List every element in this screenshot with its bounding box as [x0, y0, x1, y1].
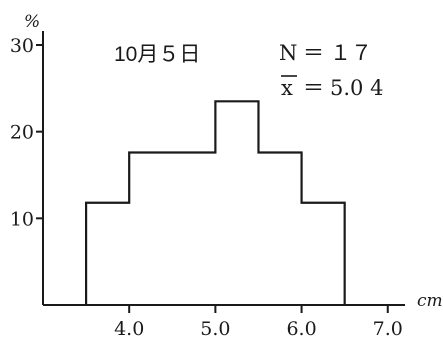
histogram-outline — [84, 100, 346, 305]
y-ticks: 10 20 30 — [10, 35, 43, 230]
y-tick-label-20: 20 — [10, 122, 34, 144]
y-tick-label-30: 30 — [10, 35, 34, 57]
histogram-bar-5 — [258, 152, 301, 305]
histogram-bar-2 — [129, 152, 172, 305]
histogram-bar-1 — [86, 203, 129, 305]
date-annotation: 10月５日 — [114, 43, 200, 66]
y-tick-label-10: 10 — [10, 208, 34, 230]
x-tick-label-5: 5.0 — [200, 318, 230, 340]
axes — [42, 31, 405, 306]
mean-symbol: x — [281, 76, 293, 100]
sample-size-equals: ＝ — [303, 41, 324, 65]
x-tick-label-7: 7.0 — [373, 318, 403, 340]
y-unit-label: % — [24, 12, 40, 32]
mean-equals: ＝ — [303, 76, 324, 100]
sample-size-value: １７ — [330, 41, 372, 65]
histogram-bar-3 — [172, 152, 215, 305]
histogram-bar-6 — [302, 203, 345, 305]
histogram-bar-4 — [215, 101, 258, 305]
x-ticks: 4.0 5.0 6.0 7.0 — [114, 305, 403, 340]
mean-value: 5.0 4 — [330, 76, 383, 100]
annotation-block: 10月５日 N ＝ １７ x ＝ 5.0 4 — [114, 41, 383, 100]
x-tick-label-6: 6.0 — [286, 318, 316, 340]
x-tick-label-4: 4.0 — [114, 318, 144, 340]
sample-size-label: N — [279, 41, 297, 65]
x-unit-label: cm — [417, 291, 443, 311]
